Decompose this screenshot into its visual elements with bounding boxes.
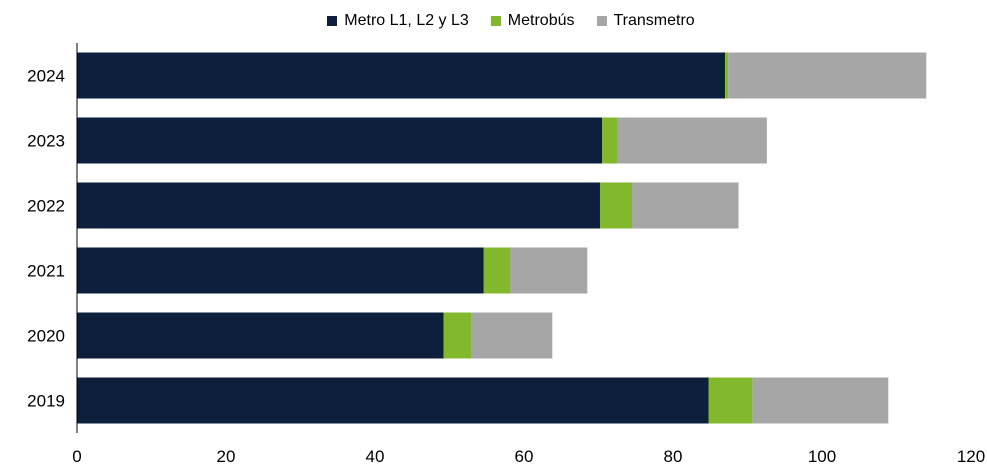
legend-item-metro: Metro L1, L2 y L3 [327,12,469,30]
bar-2024-series-2 [728,52,927,99]
bar-2024-series-0 [77,52,726,99]
y-tick-label-2023: 2023 [27,132,65,151]
bar-2021-series-1 [483,247,511,294]
bar-2020-series-1 [443,312,472,359]
x-tick-label-120: 120 [957,447,985,465]
bar-2021-series-2 [510,247,588,294]
bar-2020-series-0 [77,312,444,359]
legend-item-metrobus: Metrobús [490,12,575,30]
bar-2023-series-1 [602,117,618,164]
bar-2020-series-2 [471,312,553,359]
bar-2019-series-2 [752,377,889,424]
bar-2023-series-2 [617,117,767,164]
bar-2022-series-0 [77,182,600,229]
x-tick-label-80: 80 [664,447,683,465]
bar-2022-series-2 [632,182,739,229]
bar-2023-series-0 [77,117,603,164]
y-tick-label-2021: 2021 [27,262,65,281]
x-tick-label-0: 0 [72,447,81,465]
y-tick-label-2020: 2020 [27,327,65,346]
legend-item-transmetro: Transmetro [596,12,695,30]
x-tick-label-60: 60 [515,447,534,465]
legend-label-metro: Metro L1, L2 y L3 [344,12,469,29]
chart-legend: Metro L1, L2 y L3 Metrobús Transmetro [0,12,987,30]
y-tick-label-2024: 2024 [27,67,65,86]
bar-2021-series-0 [77,247,484,294]
legend-swatch-metro [327,16,338,26]
x-tick-label-100: 100 [808,447,836,465]
legend-swatch-transmetro [596,16,607,26]
bar-2019-series-1 [708,377,753,424]
legend-label-metrobus: Metrobús [507,12,575,29]
bar-2024-series-1 [725,52,729,99]
bar-2022-series-1 [599,182,633,229]
y-tick-label-2019: 2019 [27,392,65,411]
x-tick-label-40: 40 [366,447,385,465]
y-tick-label-2022: 2022 [27,197,65,216]
x-tick-label-20: 20 [217,447,236,465]
legend-swatch-metrobus [490,16,501,26]
bar-2019-series-0 [77,377,709,424]
legend-label-transmetro: Transmetro [613,12,695,29]
